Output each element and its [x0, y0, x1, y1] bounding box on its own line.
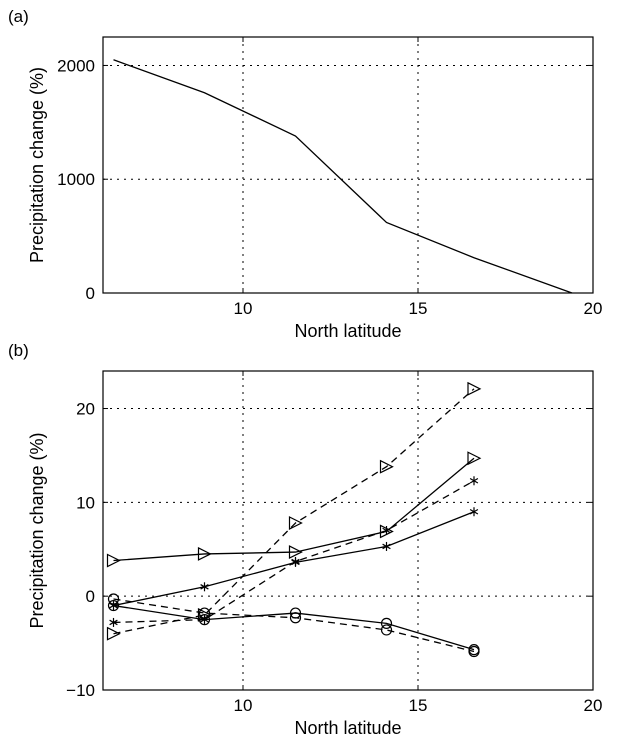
data-point-triangle [106, 626, 121, 641]
series-line [113, 598, 475, 653]
x-tick-label: 10 [234, 299, 253, 318]
plot-frame [102, 370, 594, 691]
chart-panel-2: (b) 10 15 20 −10 0 10 20 North latitude Precipita… [8, 341, 602, 738]
data-point-triangle [467, 451, 482, 466]
x-tick-label: 10 [234, 696, 253, 715]
series-5 [107, 599, 480, 656]
series-line [113, 511, 475, 607]
y-tick-label: −10 [66, 681, 95, 700]
x-axis-title: North latitude [294, 321, 401, 341]
y-tick-label: 2000 [57, 56, 95, 75]
y-axis-title: Precipitation change (%) [27, 67, 47, 263]
data-point-asterisk [382, 526, 391, 535]
series-line [113, 604, 475, 651]
y-tick-label: 0 [86, 587, 95, 606]
data-point-circle [198, 614, 211, 626]
data-point-asterisk [291, 556, 300, 566]
y-tick-label: 20 [76, 400, 95, 419]
data-point-triangle [467, 381, 482, 396]
panel-label: (a) [8, 7, 29, 26]
data-point-asterisk [469, 476, 479, 486]
y-tick-label: 10 [76, 493, 95, 512]
panel-label: (b) [8, 341, 29, 360]
data-point-circle [468, 645, 480, 658]
series-3 [109, 507, 479, 611]
data-point-circle [380, 624, 393, 636]
data-point-asterisk [382, 541, 391, 551]
x-axis-title: North latitude [294, 718, 401, 738]
series-line [113, 480, 475, 624]
data-point-triangle [106, 553, 121, 568]
data-point-circle [380, 617, 393, 629]
series-line [113, 388, 475, 635]
x-tick-label: 20 [584, 299, 603, 318]
data-point-triangle [288, 516, 303, 530]
data-point-triangle [288, 545, 303, 560]
series-line [113, 457, 475, 562]
data-point-circle [107, 593, 120, 605]
y-tick-label: 1000 [57, 170, 95, 189]
series-2 [106, 381, 482, 641]
data-point-circle [107, 599, 120, 612]
series-1 [113, 59, 573, 294]
data-point-circle [198, 607, 211, 619]
data-point-triangle [379, 459, 394, 474]
x-tick-label: 15 [409, 299, 428, 318]
x-tick-label: 15 [409, 696, 428, 715]
series-6 [107, 593, 480, 658]
y-tick-label: 0 [86, 284, 95, 303]
chart-panel-1: (a) 10 15 20 0 1000 2000 North latitude Precipit… [8, 7, 602, 341]
x-tick-label: 20 [584, 696, 603, 715]
series-line [113, 59, 573, 294]
data-point-asterisk [109, 617, 118, 627]
data-point-asterisk [469, 507, 479, 517]
data-point-asterisk [200, 582, 209, 592]
y-axis-title: Precipitation change (%) [27, 432, 47, 628]
plot-frame [102, 36, 594, 294]
data-point-circle [289, 612, 302, 624]
data-point-triangle [197, 546, 212, 561]
